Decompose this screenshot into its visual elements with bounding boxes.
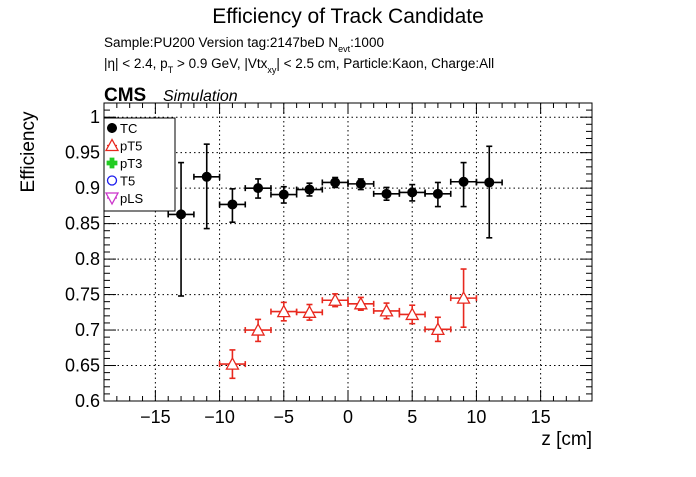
x-tick-label: 5 (407, 407, 417, 427)
data-point-tc (278, 189, 289, 200)
legend-marker-t5 (106, 175, 118, 186)
y-tick-label: 1 (90, 107, 100, 127)
data-point-pt5 (456, 290, 471, 304)
legend-label-pls: pLS (120, 191, 143, 206)
series-tc (167, 143, 503, 297)
cms-label: CMS (104, 85, 146, 106)
subtitle-line2-text: | < 2.5 cm, Particle:Kaon, Charge:All (276, 56, 494, 71)
y-tick-label: 0.6 (75, 391, 100, 411)
data-point-tc (176, 209, 187, 220)
subtitle-line2-text: |η| < 2.4, p (104, 56, 168, 71)
data-point-pt5 (251, 322, 266, 336)
data-point-tc (253, 183, 264, 194)
x-tick-label: −5 (274, 407, 295, 427)
subtitle-line2-text: > 0.9 GeV, |Vtx (173, 56, 267, 71)
legend-label-pt5: pT5 (120, 139, 142, 154)
data-points (167, 143, 503, 380)
chart-subtitle-line2: |η| < 2.4, pT > 0.9 GeV, |Vtxxy| < 2.5 c… (104, 56, 494, 75)
x-tick-label: −15 (140, 407, 171, 427)
data-point-tc (201, 171, 212, 182)
data-point-tc (304, 184, 315, 195)
data-point-tc (458, 176, 469, 187)
subtitle-line1-suffix: :1000 (350, 35, 384, 50)
simulation-label: Simulation (163, 88, 238, 105)
x-axis-label: z [cm] (541, 429, 592, 450)
data-point-tc (407, 187, 418, 198)
data-point-tc (330, 177, 341, 188)
data-point-tc (484, 177, 495, 188)
data-point-tc (355, 178, 366, 189)
data-point-pt5 (302, 304, 317, 318)
y-tick-label: 0.9 (75, 178, 100, 198)
x-tick-label: 0 (343, 407, 353, 427)
x-tick-label: −10 (204, 407, 235, 427)
legend-marker-tc (107, 123, 117, 133)
y-tick-label: 0.75 (65, 285, 100, 305)
subtitle-line2-subscript: xy (267, 65, 277, 75)
y-tick-label: 0.95 (65, 143, 100, 163)
data-point-tc (227, 199, 238, 210)
y-tick-label: 0.85 (65, 214, 100, 234)
y-tick-label: 0.65 (65, 356, 100, 376)
legend-marker-pls (104, 192, 120, 206)
subtitle-line1-subscript: evt (338, 44, 351, 54)
legend-marker-pt3 (106, 157, 118, 169)
data-point-pt5 (225, 356, 240, 370)
y-axis-label: Efficiency (18, 111, 39, 192)
data-point-pt5 (353, 296, 368, 310)
legend-marker-pt5 (104, 138, 120, 152)
data-point-pt5 (328, 292, 343, 306)
data-point-tc (432, 188, 443, 199)
x-tick-label: 15 (531, 407, 551, 427)
subtitle-line1-prefix: Sample:PU200 Version tag:2147beD N (104, 35, 338, 50)
data-point-pt5 (405, 307, 420, 321)
y-tick-label: 0.8 (75, 249, 100, 269)
legend-label-tc: TC (120, 121, 137, 136)
legend-label-t5: T5 (120, 174, 135, 189)
legend-label-pt3: pT3 (120, 156, 142, 171)
chart-subtitle-line1: Sample:PU200 Version tag:2147beD Nevt:10… (104, 35, 384, 54)
grid-lines (104, 103, 592, 401)
y-tick-label: 0.7 (75, 320, 100, 340)
data-point-pt5 (379, 303, 394, 317)
data-point-pt5 (276, 304, 291, 318)
data-point-tc (381, 188, 392, 199)
x-tick-label: 10 (466, 407, 486, 427)
chart-title: Efficiency of Track Candidate (212, 5, 484, 28)
series-pt5 (218, 268, 478, 380)
legend: TC pT5 pT3 T5 pLS (103, 117, 176, 212)
subtitle-line2-subscript: T (168, 65, 174, 75)
data-point-pt5 (430, 321, 445, 335)
